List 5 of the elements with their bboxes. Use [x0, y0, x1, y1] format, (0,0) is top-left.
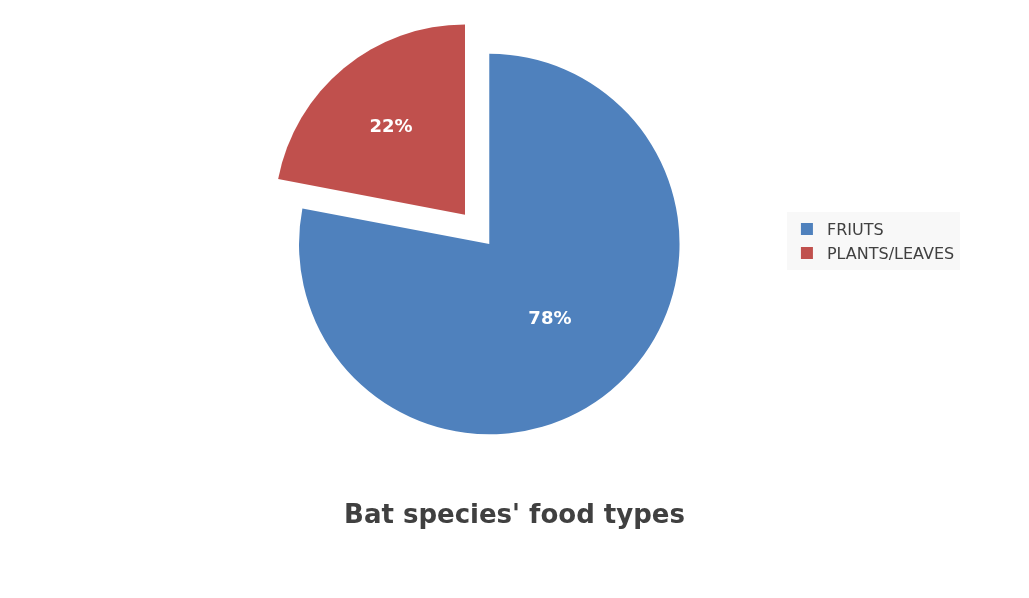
- data-label: 22%: [369, 114, 413, 136]
- data-label: 78%: [528, 306, 572, 328]
- legend-label: PLANTS/LEAVES: [826, 244, 955, 264]
- legend-label: FRIUTS: [826, 220, 884, 240]
- text: Bat species' food types: [344, 499, 685, 530]
